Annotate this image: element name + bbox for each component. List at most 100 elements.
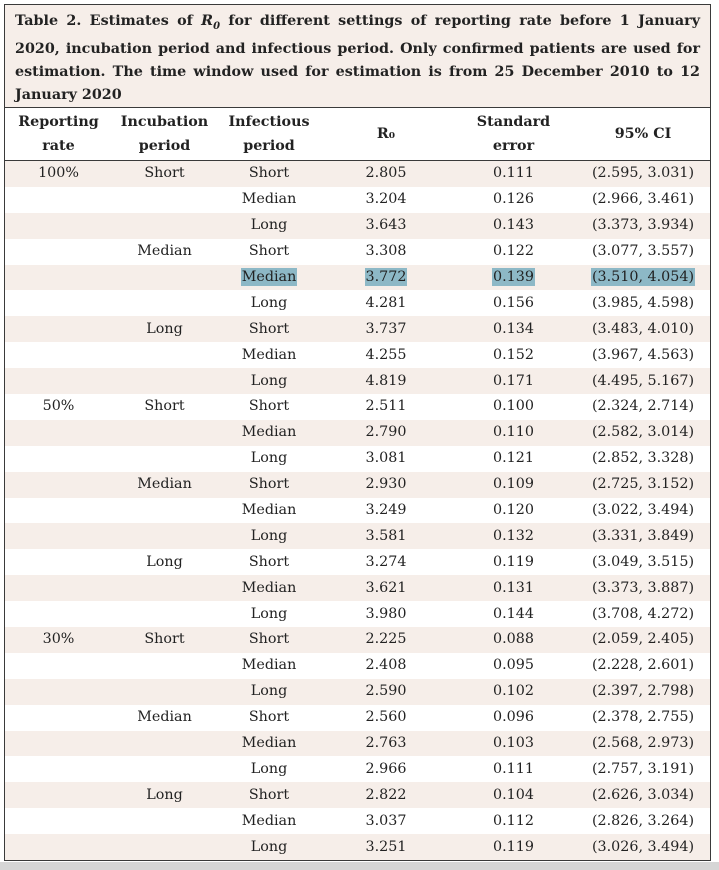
cell-standard-error: 0.100 — [451, 394, 576, 420]
header-standard-error: Standard error — [451, 108, 576, 161]
cell-incubation-period-text: Short — [144, 165, 185, 182]
cell-r0-text: 3.737 — [365, 320, 407, 337]
cell-r0-text: 3.081 — [365, 450, 407, 467]
cell-standard-error: 0.110 — [451, 419, 576, 446]
cell-standard-error: 0.111 — [451, 756, 576, 783]
cell-ci-text: (3.708, 4.272) — [591, 605, 695, 622]
cell-r0: 3.249 — [321, 497, 451, 524]
cell-ci-text: (2.324, 2.714) — [591, 398, 695, 415]
cell-incubation-period: Short — [112, 160, 217, 187]
cell-standard-error: 0.171 — [451, 368, 576, 395]
cell-ci-text: (2.582, 3.014) — [591, 424, 695, 441]
cell-incubation-period-text: Short — [144, 631, 185, 648]
cell-ci-text: (3.049, 3.515) — [591, 553, 695, 570]
cell-reporting-rate: 50% — [5, 394, 112, 420]
cell-standard-error-text: 0.119 — [493, 838, 534, 855]
cell-incubation-period: Long — [112, 782, 217, 809]
cell-ci: (2.626, 3.034) — [576, 782, 710, 809]
cell-infectious-period: Median — [217, 419, 321, 446]
table-row: Median 3.037 0.112 (2.826, 3.264) — [5, 808, 710, 835]
table-row: Long 2.966 0.111 (2.757, 3.191) — [5, 756, 710, 783]
cell-ci: (2.595, 3.031) — [576, 160, 710, 187]
cell-incubation-period: Short — [112, 627, 217, 653]
cell-ci-text: (2.378, 2.755) — [591, 709, 695, 726]
cell-incubation-period — [112, 678, 217, 705]
cell-infectious-period: Short — [217, 627, 321, 653]
cell-ci: (3.022, 3.494) — [576, 497, 710, 524]
cell-ci: (2.397, 2.798) — [576, 678, 710, 705]
cell-incubation-period — [112, 652, 217, 679]
cell-infectious-period-text: Short — [248, 243, 290, 260]
cell-infectious-period-text: Long — [250, 372, 288, 389]
cell-r0: 3.274 — [321, 549, 451, 576]
cell-standard-error-text: 0.119 — [493, 553, 534, 570]
cell-r0: 3.643 — [321, 212, 451, 239]
cell-standard-error: 0.126 — [451, 186, 576, 213]
table-row: Long 3.081 0.121 (2.852, 3.328) — [5, 445, 710, 472]
cell-ci: (3.373, 3.887) — [576, 575, 710, 602]
cell-r0-text: 2.560 — [365, 709, 407, 726]
cell-standard-error-text: 0.144 — [493, 605, 534, 622]
cell-ci-text: (3.510, 4.054) — [590, 268, 696, 286]
cell-reporting-rate-text: 100% — [38, 165, 79, 182]
cell-standard-error-text: 0.096 — [493, 709, 534, 726]
cell-reporting-rate: 30% — [5, 627, 112, 653]
cell-r0-text: 3.980 — [365, 605, 407, 622]
cell-infectious-period: Median — [217, 342, 321, 369]
cell-standard-error-text: 0.109 — [493, 476, 534, 493]
cell-standard-error-text: 0.122 — [493, 243, 534, 260]
table-row: Long 2.590 0.102 (2.397, 2.798) — [5, 678, 710, 705]
cell-r0-text: 3.251 — [365, 838, 407, 855]
cell-reporting-rate — [5, 264, 112, 291]
cell-ci: (2.826, 3.264) — [576, 808, 710, 835]
cell-infectious-period-text: Short — [248, 709, 290, 726]
cell-infectious-period-text: Median — [241, 424, 297, 441]
cell-reporting-rate — [5, 186, 112, 213]
cell-r0-text: 2.511 — [365, 398, 407, 415]
cell-standard-error-text: 0.110 — [493, 424, 534, 441]
cell-r0-text: 2.930 — [365, 476, 407, 493]
cell-ci: (2.568, 2.973) — [576, 730, 710, 757]
estimates-table: Reporting rate Incubation period Infecti… — [5, 108, 710, 861]
cell-r0: 3.251 — [321, 834, 451, 861]
cell-ci: (3.985, 4.598) — [576, 290, 710, 317]
cell-r0-text: 3.621 — [365, 579, 407, 596]
table-row: Median 3.249 0.120 (3.022, 3.494) — [5, 497, 710, 524]
cell-standard-error-text: 0.132 — [493, 527, 534, 544]
cell-infectious-period-text: Short — [248, 165, 290, 182]
cell-incubation-period-text: Long — [146, 553, 183, 570]
cell-standard-error-text: 0.112 — [493, 812, 534, 829]
cell-incubation-period: Median — [112, 238, 217, 265]
header-se-line1: Standard — [476, 114, 551, 130]
cell-ci: (2.725, 3.152) — [576, 471, 710, 498]
cell-reporting-rate: 100% — [5, 160, 112, 187]
cell-incubation-period — [112, 575, 217, 602]
cell-incubation-period — [112, 419, 217, 446]
cell-ci-text: (2.852, 3.328) — [591, 450, 695, 467]
cell-reporting-rate — [5, 756, 112, 783]
cell-r0-text: 3.037 — [365, 812, 407, 829]
cell-ci-text: (3.985, 4.598) — [591, 294, 695, 311]
cell-r0: 3.737 — [321, 316, 451, 343]
caption-subscript: 0 — [213, 20, 221, 32]
header-incubation-line1: Incubation — [120, 114, 209, 130]
cell-r0: 2.408 — [321, 652, 451, 679]
cell-ci: (3.077, 3.557) — [576, 238, 710, 265]
cell-incubation-period — [112, 445, 217, 472]
table-row: Median 2.790 0.110 (2.582, 3.014) — [5, 419, 710, 446]
cell-ci: (2.228, 2.601) — [576, 652, 710, 679]
cell-standard-error: 0.134 — [451, 316, 576, 343]
cell-standard-error: 0.104 — [451, 782, 576, 809]
cell-ci: (2.852, 3.328) — [576, 445, 710, 472]
header-ci: 95% CI — [576, 108, 710, 161]
cell-infectious-period-text: Short — [248, 398, 290, 415]
cell-infectious-period: Long — [217, 368, 321, 395]
cell-ci-text: (2.725, 3.152) — [591, 476, 695, 493]
table-row: Median 2.763 0.103 (2.568, 2.973) — [5, 730, 710, 757]
cell-incubation-period: Short — [112, 394, 217, 420]
cell-standard-error-text: 0.088 — [493, 631, 534, 648]
cell-ci: (3.708, 4.272) — [576, 601, 710, 628]
cell-reporting-rate — [5, 368, 112, 395]
cell-r0-text: 3.308 — [365, 243, 407, 260]
cell-ci: (2.966, 3.461) — [576, 186, 710, 213]
